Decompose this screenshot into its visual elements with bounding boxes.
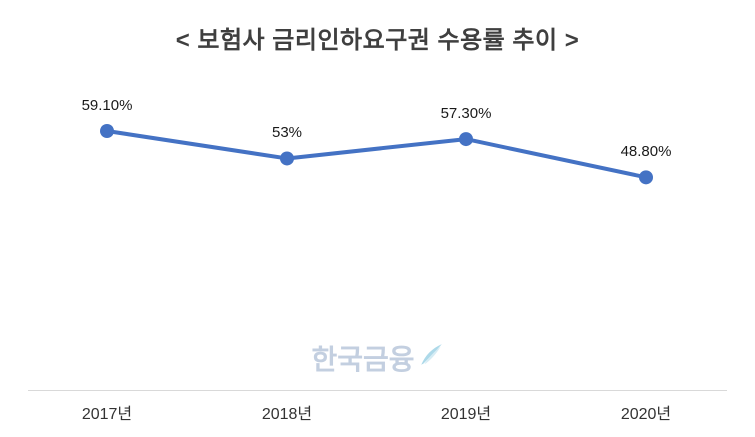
data-label-2019: 57.30% bbox=[440, 105, 492, 123]
watermark-text: 한국금융 bbox=[311, 344, 415, 375]
x-axis-label-2018: 2018년 bbox=[261, 406, 313, 423]
x-axis-label-2020: 2020년 bbox=[620, 406, 672, 423]
chart-title: < 보험사 금리인하요구권 수용률 추이 > bbox=[175, 27, 580, 54]
data-label-2018: 53% bbox=[271, 124, 303, 142]
data-label-2017: 59.10% bbox=[81, 97, 133, 114]
data-label-2020: 48.80% bbox=[620, 143, 672, 161]
x-axis-line bbox=[28, 390, 727, 391]
x-axis-label-2019: 2019년 bbox=[440, 406, 492, 423]
watermark: 한국금융 bbox=[311, 338, 443, 378]
feather-swoosh-icon bbox=[420, 344, 442, 365]
x-axis-label-2017: 2017년 bbox=[81, 406, 133, 423]
